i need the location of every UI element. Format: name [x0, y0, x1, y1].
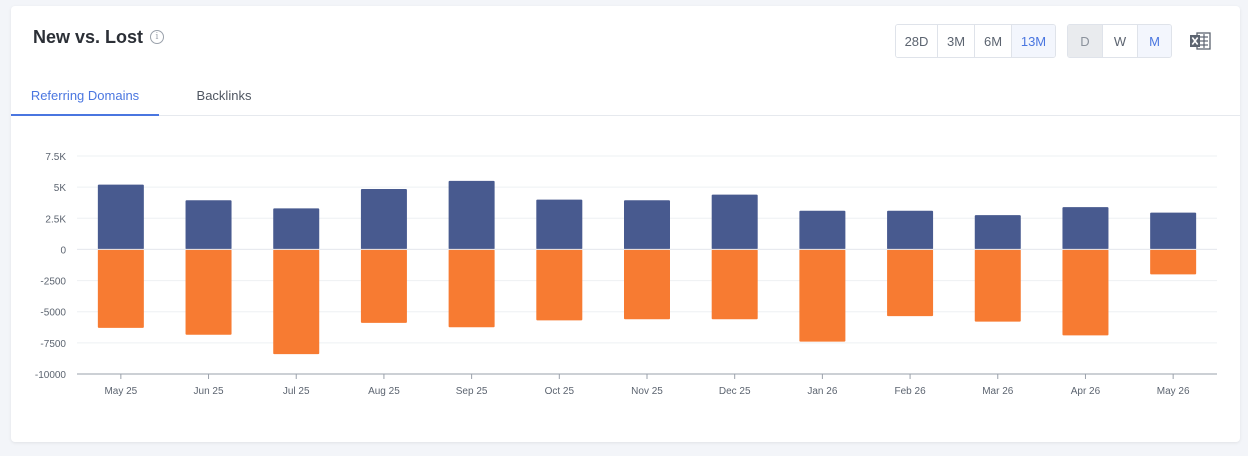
x-tick-label: Apr 26: [1071, 386, 1101, 397]
tab-bar: Referring Domains Backlinks: [11, 76, 1240, 116]
bar-new: [799, 210, 846, 250]
x-tick-label: Sep 25: [456, 386, 488, 397]
bar-lost: [97, 249, 144, 328]
range-13m-button[interactable]: 13M: [1012, 25, 1055, 57]
y-tick-label: 2.5K: [45, 214, 66, 225]
bar-lost: [887, 249, 934, 317]
bar-new: [974, 215, 1021, 250]
x-tick-label: Feb 26: [895, 386, 927, 397]
bar-new: [97, 184, 144, 250]
x-tick-label: Jun 25: [194, 386, 224, 397]
x-tick-label: May 25: [104, 386, 137, 397]
bar-lost: [448, 249, 495, 328]
y-tick-label: 5K: [54, 183, 67, 194]
y-tick-label: 7.5K: [45, 152, 66, 163]
new-vs-lost-chart: 7.5K 5K 2.5K 0 -2500 -5000 -7500 -10000 May 25 Ju…: [35, 152, 1217, 397]
range-28d-button[interactable]: 28D: [896, 25, 938, 57]
x-tick-label: Dec 25: [719, 386, 751, 397]
bar-lost: [799, 249, 846, 342]
range-button-group: 28D 3M 6M 13M: [895, 24, 1056, 58]
bar-lost: [185, 249, 232, 335]
bar-new: [624, 200, 670, 250]
x-tick-label: Oct 25: [545, 386, 575, 397]
bar-new: [448, 180, 495, 250]
bar-new: [887, 210, 934, 250]
bar-new: [1150, 212, 1197, 250]
y-tick-label: 0: [60, 245, 66, 256]
bar-new: [273, 208, 320, 250]
bar-lost: [1150, 249, 1197, 275]
bar-new: [711, 194, 758, 250]
card-title: New vs. Lost: [33, 27, 144, 47]
bar-lost: [536, 249, 583, 321]
range-6m-button[interactable]: 6M: [975, 25, 1012, 57]
granularity-d-button[interactable]: D: [1068, 25, 1103, 57]
y-tick-label: -2500: [40, 277, 66, 288]
bar-new: [1062, 207, 1109, 250]
x-tick-label: Jan 26: [807, 386, 837, 397]
bar-new: [360, 189, 407, 250]
bar-lost: [711, 249, 758, 320]
x-tick-label: May 26: [1157, 386, 1190, 397]
tab-backlinks[interactable]: Backlinks: [196, 88, 252, 103]
tab-referring-domains[interactable]: Referring Domains: [11, 76, 159, 116]
granularity-m-button[interactable]: M: [1138, 25, 1171, 57]
excel-icon[interactable]: [1189, 31, 1211, 51]
bar-new: [536, 199, 583, 250]
x-tick-label: Jul 25: [283, 386, 310, 397]
x-tick-label: Aug 25: [368, 386, 400, 397]
y-tick-label: -10000: [35, 370, 67, 381]
x-tick-label: Mar 26: [982, 386, 1014, 397]
x-tick-label: Nov 25: [631, 386, 663, 397]
y-tick-label: -7500: [40, 339, 66, 350]
range-3m-button[interactable]: 3M: [938, 25, 975, 57]
bar-lost: [974, 249, 1021, 322]
bar-new: [185, 200, 232, 250]
bar-lost: [360, 249, 407, 323]
y-tick-label: -5000: [40, 308, 66, 319]
bar-lost: [1062, 249, 1109, 336]
granularity-w-button[interactable]: W: [1103, 25, 1138, 57]
bar-lost: [624, 249, 670, 320]
info-icon[interactable]: i: [150, 30, 164, 44]
bar-lost: [273, 249, 320, 355]
